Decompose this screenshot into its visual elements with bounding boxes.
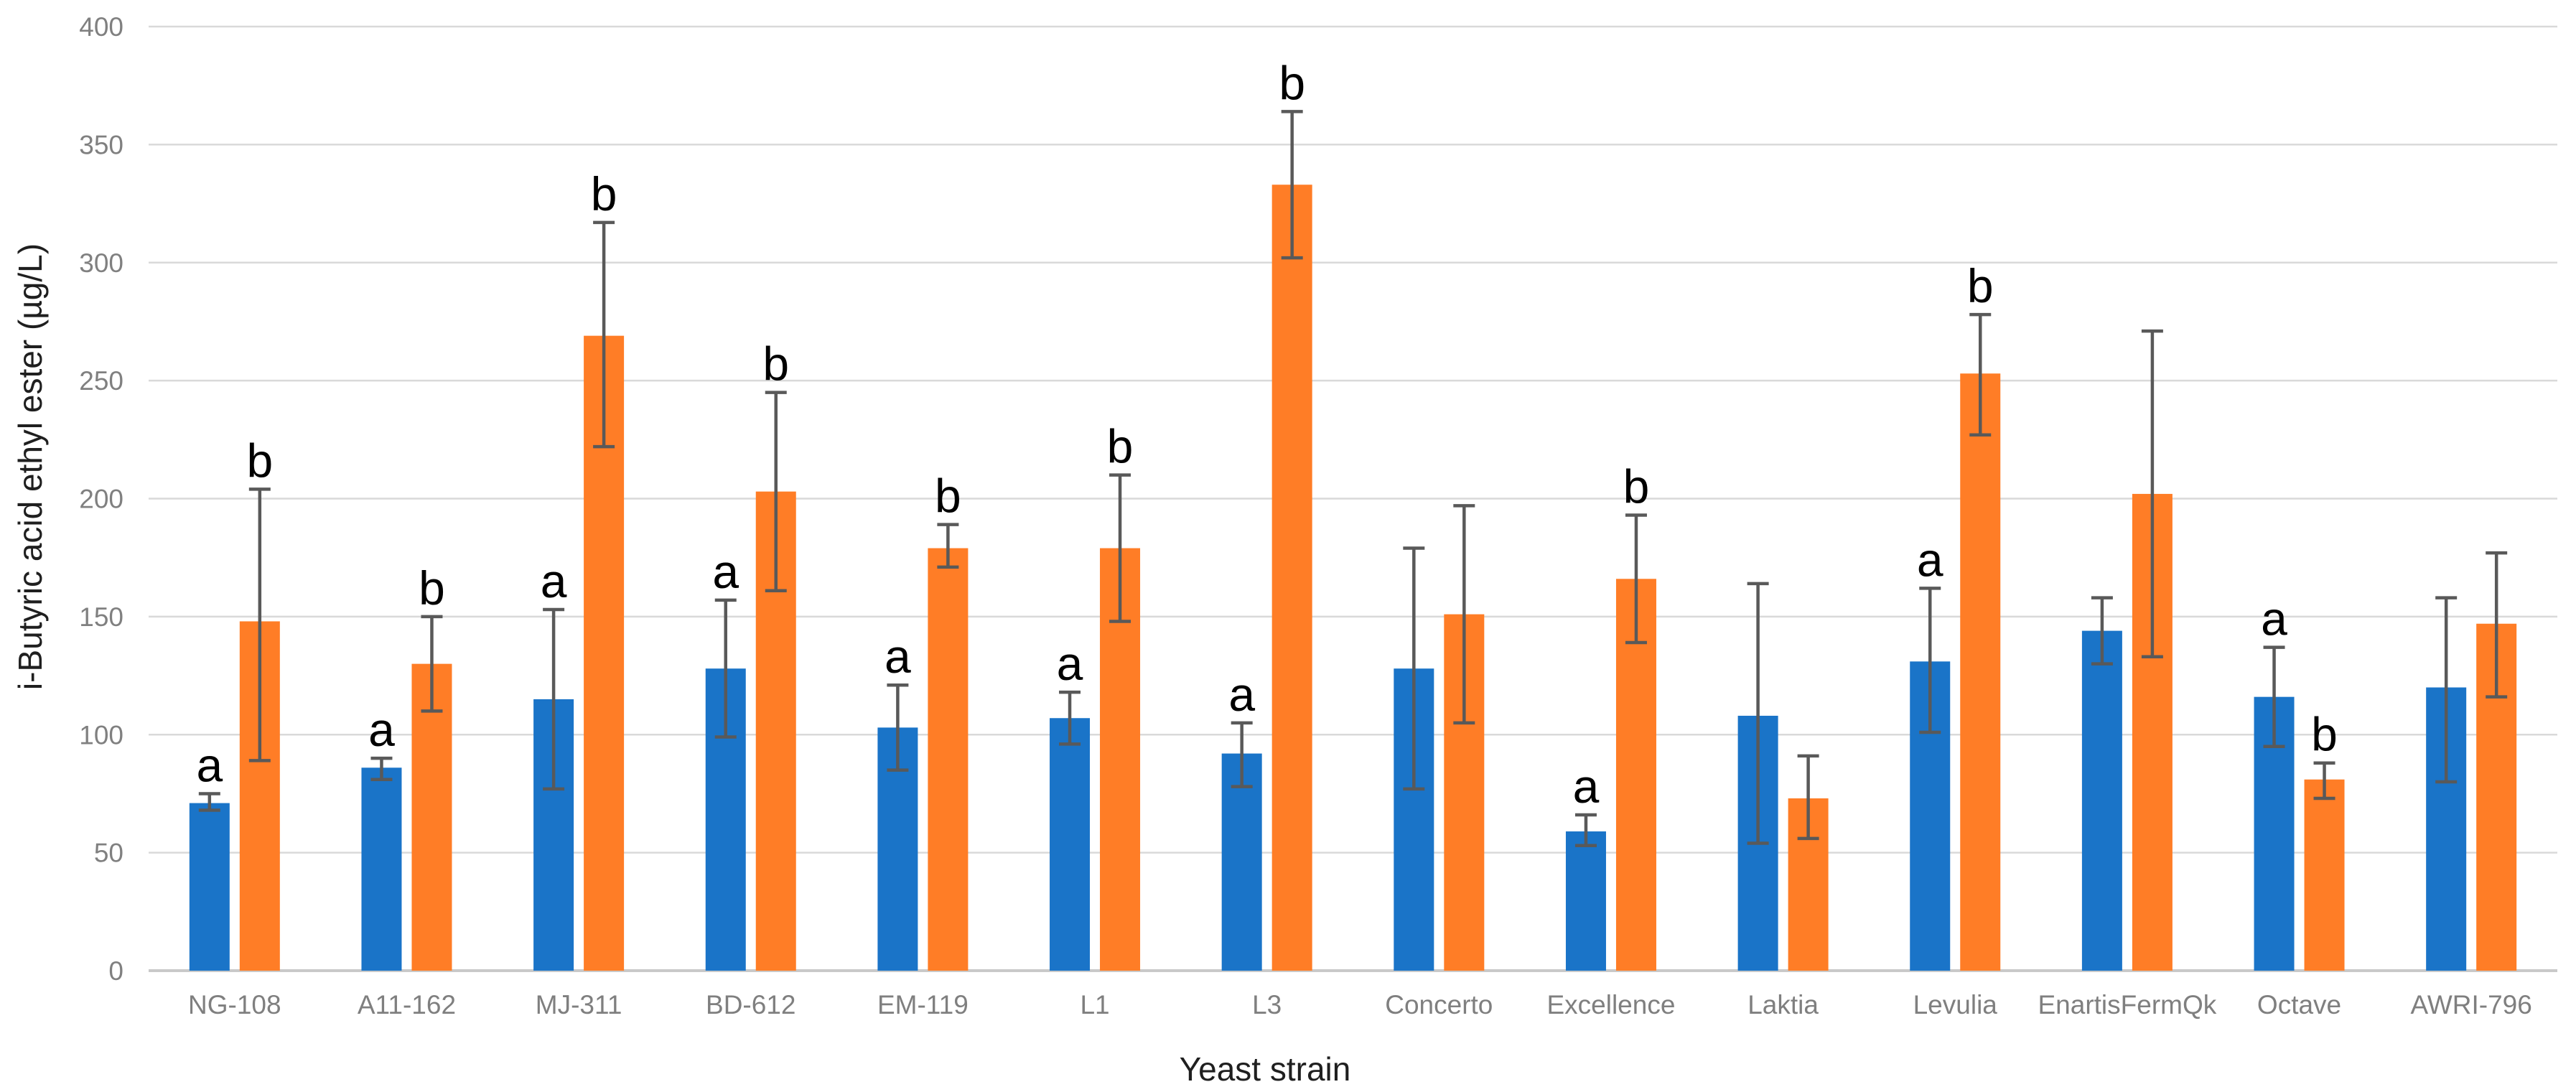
significance-letter: b — [1107, 420, 1134, 473]
significance-letter: b — [1623, 460, 1650, 513]
x-category-label: L1 — [1080, 990, 1109, 1019]
y-tick-label: 350 — [79, 130, 123, 159]
bar-orange — [928, 548, 969, 971]
y-tick-label: 50 — [94, 839, 123, 868]
significance-letter: b — [762, 337, 789, 391]
bar-blue — [1221, 753, 1262, 971]
significance-letter: b — [935, 470, 961, 523]
significance-letter: b — [246, 434, 273, 487]
x-category-label: Laktia — [1747, 990, 1819, 1019]
x-category-label: Octave — [2257, 990, 2341, 1019]
significance-letter: a — [1057, 637, 1083, 690]
plot-area: 0 50 100 150 200 250 300 350 400 a b NG-108 a b A11-16… — [79, 12, 2557, 1019]
significance-letter: b — [2311, 708, 2338, 761]
significance-letter: b — [591, 167, 617, 220]
x-category-label: MJ-311 — [536, 990, 622, 1019]
significance-letter: a — [368, 703, 395, 756]
bar-blue — [361, 767, 402, 971]
y-tick-label: 0 — [108, 956, 123, 986]
x-category-label: BD-612 — [706, 990, 795, 1019]
bar-blue — [189, 803, 230, 971]
significance-letter: a — [541, 554, 567, 607]
y-tick-label: 400 — [79, 12, 123, 42]
significance-letter: b — [1967, 259, 1994, 312]
bar-orange — [1960, 373, 2001, 971]
significance-letter: a — [1917, 533, 1943, 586]
significance-letter: b — [1279, 56, 1305, 109]
y-tick-label: 250 — [79, 366, 123, 396]
bar-orange — [2304, 779, 2345, 971]
significance-letter: a — [2261, 592, 2287, 645]
y-tick-label: 200 — [79, 485, 123, 514]
x-category-label: L3 — [1252, 990, 1282, 1019]
bar-orange — [1271, 185, 1312, 971]
y-axis-title: i-Butyric acid ethyl ester (µg/L) — [11, 243, 49, 690]
x-category-label: Levulia — [1913, 990, 1998, 1019]
x-category-label: EM-119 — [877, 990, 969, 1019]
x-axis-title: Yeast strain — [1180, 1050, 1351, 1088]
y-tick-label: 150 — [79, 602, 123, 632]
significance-letter: a — [1573, 760, 1600, 813]
x-category-label: EnartisFermQk — [2038, 990, 2217, 1019]
significance-letter: a — [712, 545, 739, 598]
y-tick-label: 300 — [79, 248, 123, 278]
x-category-label: Excellence — [1546, 990, 1675, 1019]
bar-blue — [2081, 630, 2122, 971]
bar-blue — [1565, 831, 1606, 971]
x-category-label: NG-108 — [188, 990, 281, 1019]
significance-letter: a — [196, 738, 223, 791]
x-category-label: AWRI-796 — [2411, 990, 2532, 1019]
significance-letter: a — [1228, 668, 1255, 721]
y-tick-label: 100 — [79, 720, 123, 750]
bar-blue — [1050, 718, 1091, 971]
x-category-label: Concerto — [1385, 990, 1493, 1019]
significance-letter: b — [419, 561, 445, 615]
x-category-label: A11-162 — [358, 990, 456, 1019]
bar-orange — [411, 663, 452, 971]
significance-letter: a — [885, 630, 911, 683]
